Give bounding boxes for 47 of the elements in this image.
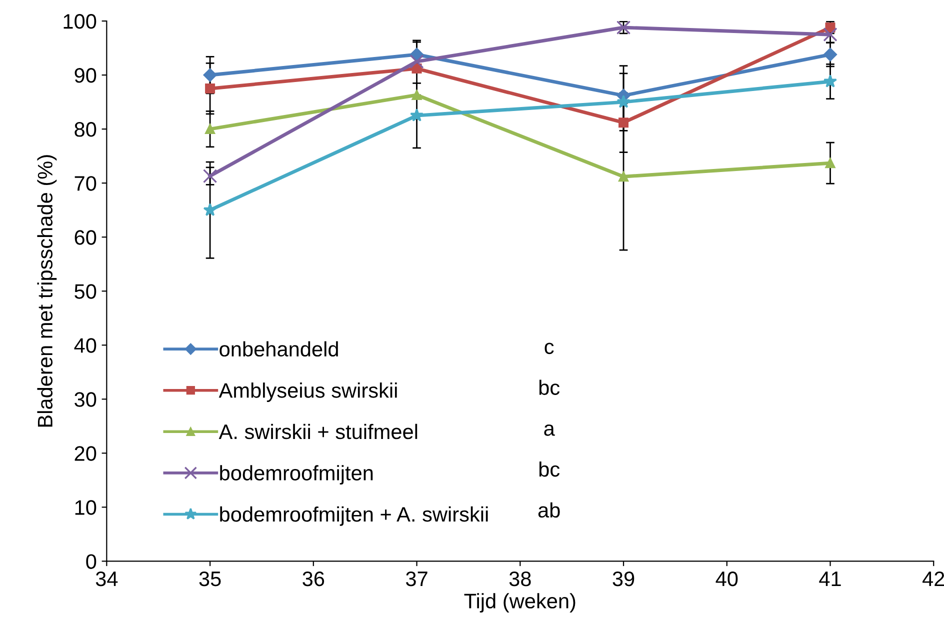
point	[410, 108, 424, 122]
legend-label: Amblyseius swirskii	[218, 382, 397, 402]
point	[203, 68, 217, 82]
legend-label: bodemroofmijten + A. swirskii	[220, 506, 488, 526]
x-tick-label: 40	[716, 571, 738, 586]
annotation: bc	[539, 380, 560, 395]
y-tick-label: 100	[64, 14, 96, 29]
annotation: c	[544, 342, 554, 354]
y-tick-label: 60	[74, 230, 96, 245]
y-tick-label: 40	[74, 338, 96, 353]
point	[203, 202, 217, 216]
y-tick-label: 10	[75, 500, 96, 515]
point	[618, 118, 629, 128]
x-tick-label: 38	[509, 571, 531, 586]
y-tick-label: 70	[74, 176, 96, 191]
annotation: a	[544, 424, 555, 436]
point	[825, 158, 836, 168]
point	[616, 94, 630, 108]
y-tick-label: 80	[74, 122, 96, 137]
point	[205, 84, 216, 94]
point	[412, 64, 422, 74]
legend-label: A. swirskii + stuifmeel	[218, 424, 418, 440]
point	[618, 172, 629, 182]
y-tick-label: 20	[74, 446, 96, 461]
x-tick-label: 41	[819, 572, 841, 586]
y-tick-label: 30	[74, 392, 96, 407]
annotation: ab	[538, 502, 560, 518]
point	[205, 124, 216, 134]
y-tick-label: 90	[74, 68, 96, 83]
y-axis-title: Bladeren met tripsschade (%)	[37, 155, 57, 427]
legend-label: bodemroofmijten	[220, 465, 373, 485]
point	[412, 90, 422, 100]
point	[410, 54, 424, 69]
point	[616, 21, 631, 35]
x-tick-label: 35	[199, 571, 221, 586]
x-tick-label: 37	[406, 571, 428, 586]
x-tick-label: 36	[302, 571, 324, 586]
x-tick-label: 42	[922, 571, 944, 586]
x-tick-label: 34	[96, 571, 118, 586]
legend-label: onbehandeld	[220, 341, 338, 357]
y-tick-label: 0	[86, 554, 96, 569]
point	[824, 48, 837, 62]
x-tick-label: 39	[612, 571, 634, 586]
y-tick-label: 50	[74, 284, 96, 299]
point	[823, 74, 838, 88]
x-axis-title: Tijd (weken)	[464, 593, 576, 613]
annotation: bc	[539, 461, 560, 477]
